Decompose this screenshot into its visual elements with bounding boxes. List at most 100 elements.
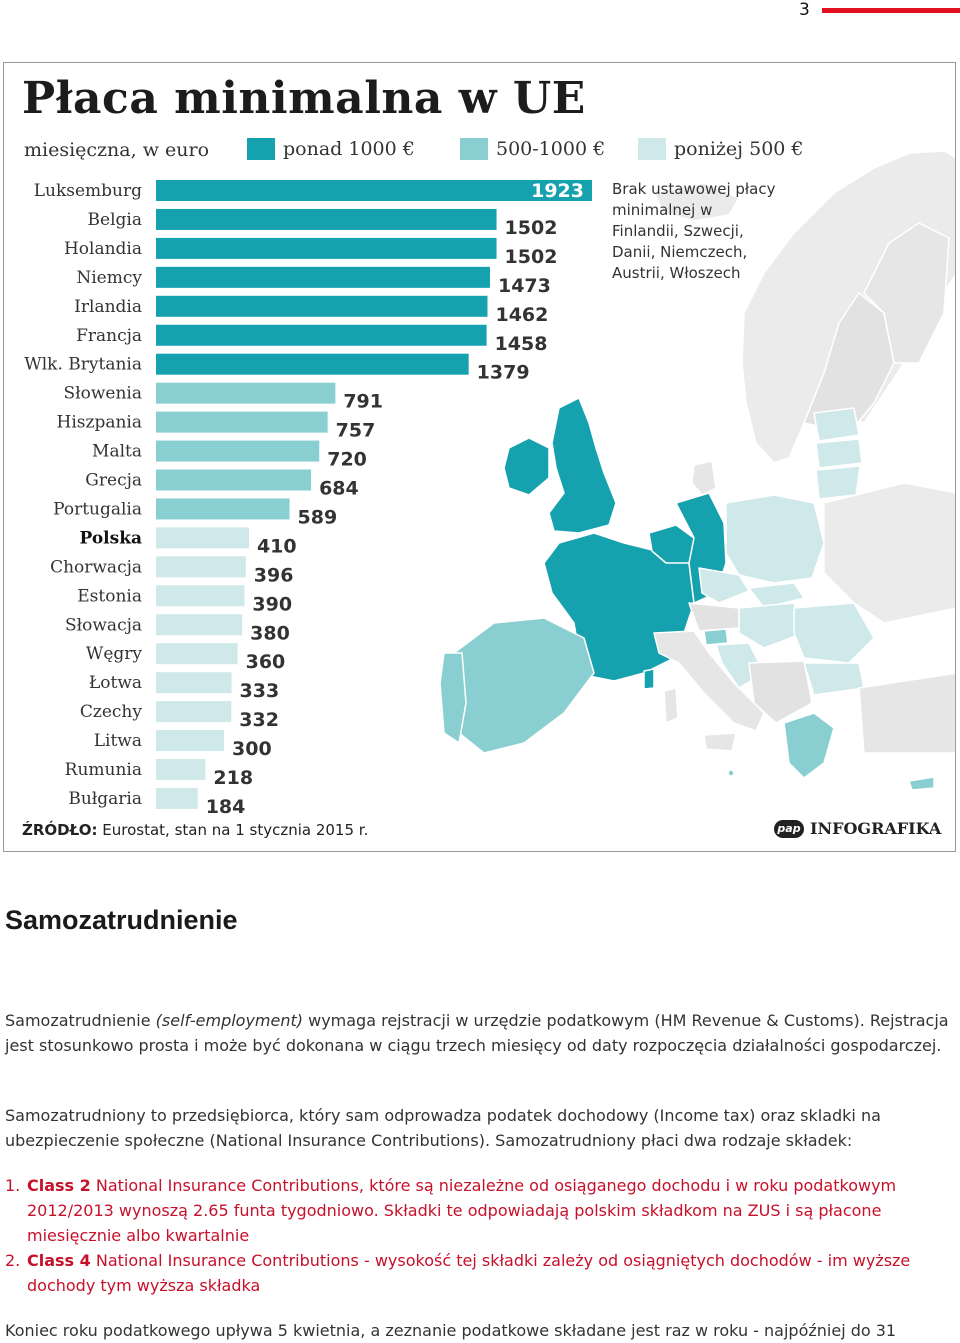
bar-wegry [156, 643, 238, 665]
value-label-bulgaria: 184 [206, 796, 246, 818]
bar-luksemburg [156, 180, 592, 201]
country-label-malta: Malta [92, 442, 142, 462]
country-label-holandia: Holandia [64, 239, 142, 259]
country-label-wegry: Węgry [86, 644, 143, 664]
legend-swatch-low [638, 138, 666, 160]
value-label-grecja: 684 [319, 478, 359, 500]
list-item: 1. Class 2 National Insurance Contributio… [5, 1173, 955, 1248]
legend-item-low: poniżej 500 € [638, 138, 804, 160]
legend-swatch-high [247, 138, 275, 160]
bar-polska [156, 527, 249, 549]
country-label-hiszpania: Hiszpania [57, 413, 142, 433]
section-heading: Samozatrudnienie [5, 905, 238, 935]
country-label-irlandia: Irlandia [74, 297, 142, 317]
legend-item-medium: 500-1000 € [460, 138, 605, 160]
country-label-bulgaria: Bułgaria [68, 789, 142, 809]
country-label-polska: Polska [80, 528, 143, 548]
legend-swatch-medium [460, 138, 488, 160]
source-line: ŹRÓDŁO: Eurostat, stan na 1 stycznia 201… [22, 821, 368, 839]
value-label-chorwacja: 396 [254, 564, 294, 586]
value-label-estonia: 390 [252, 593, 292, 615]
paragraph-registration: Samozatrudnienie (self-employment) wymag… [5, 1008, 955, 1058]
bar-belgia [156, 208, 497, 230]
bar-slowenia [156, 382, 336, 404]
value-label-francja: 1458 [495, 333, 548, 355]
bar-lotwa [156, 672, 232, 694]
paragraph-tax-year-end: Koniec roku podatkowego upływa 5 kwietni… [5, 1321, 897, 1340]
value-label-luksemburg: 1923 [531, 180, 584, 202]
value-label-malta: 720 [327, 449, 367, 471]
infographic-title: Płaca minimalna w UE [22, 73, 586, 124]
infographic-subtitle: miesięczna, w euro [24, 139, 210, 161]
minimum-wage-infographic: Płaca minimalna w UE miesięczna, w euro … [3, 62, 956, 852]
value-label-lotwa: 333 [240, 680, 280, 702]
pap-logo: pap [774, 819, 804, 838]
country-label-niemcy: Niemcy [76, 268, 142, 288]
country-label-chorwacja: Chorwacja [50, 557, 142, 577]
bar-wlk-brytania [156, 353, 469, 375]
header-accent-bar [822, 8, 960, 13]
source-text: Eurostat, stan na 1 stycznia 2015 r. [102, 821, 369, 839]
country-label-rumunia: Rumunia [65, 760, 142, 780]
country-label-luksemburg: Luksemburg [34, 181, 142, 201]
list-item-class: Class 4 [27, 1251, 91, 1270]
legend-label-medium: 500-1000 € [496, 138, 606, 160]
bar-holandia [156, 237, 497, 259]
value-label-holandia: 1502 [505, 246, 558, 268]
no-minimum-wage-note: Brak ustawowej płacy minimalnej w Finlan… [612, 180, 776, 282]
country-label-grecja: Grecja [85, 471, 142, 491]
list-item-number: 1. [5, 1176, 21, 1195]
page-number: 3 [799, 0, 810, 20]
value-label-niemcy: 1473 [498, 275, 551, 297]
bar-litwa [156, 730, 225, 752]
bar-hiszpania [156, 411, 328, 433]
paragraph-registration-rest: wymaga rejstracji w urzędzie podatkowym … [5, 1011, 949, 1055]
paragraph-registration-start: Samozatrudnienie [5, 1011, 156, 1030]
value-label-wegry: 360 [246, 651, 286, 673]
bar-estonia [156, 585, 245, 607]
value-label-polska: 410 [257, 535, 297, 557]
source-label: ŹRÓDŁO: [22, 821, 98, 839]
legend-label-high: ponad 1000 € [283, 138, 415, 160]
country-label-belgia: Belgia [88, 210, 142, 230]
self-employment-term: (self-employment) [155, 1011, 304, 1030]
legend-item-high: ponad 1000 € [247, 138, 415, 160]
value-label-wlk-brytania: 1379 [477, 362, 530, 384]
country-label-slowenia: Słowenia [63, 384, 142, 404]
value-label-belgia: 1502 [505, 217, 558, 239]
list-item-text: National Insurance Contributions, które … [27, 1176, 897, 1245]
brand-text: INFOGRAFIKA [810, 819, 942, 838]
value-label-slowenia: 791 [343, 391, 383, 413]
country-label-lotwa: Łotwa [89, 673, 142, 693]
pap-brand: pap INFOGRAFIKA [774, 819, 941, 838]
value-label-hiszpania: 757 [336, 420, 376, 442]
list-item-class: Class 2 [27, 1176, 91, 1195]
bar-grecja [156, 469, 312, 491]
bar-irlandia [156, 295, 488, 317]
bar-malta [156, 440, 320, 462]
value-label-rumunia: 218 [213, 767, 253, 789]
value-label-portugalia: 589 [298, 506, 338, 528]
contribution-classes-list: 1. Class 2 National Insurance Contributio… [5, 1173, 955, 1298]
country-label-estonia: Estonia [77, 586, 142, 606]
country-label-litwa: Litwa [94, 731, 142, 751]
list-item: 2. Class 4 National Insurance Contributio… [5, 1248, 955, 1298]
bar-francja [156, 324, 487, 346]
country-label-czechy: Czechy [80, 702, 142, 722]
europe-map [439, 150, 955, 791]
bar-portugalia [156, 498, 290, 520]
list-item-text: National Insurance Contributions - wysok… [27, 1251, 911, 1295]
bar-chorwacja [156, 556, 246, 578]
minimum-wage-bar-chart: Luksemburg 1923 Belgia 1502 Holandia 1502 Niem… [24, 180, 592, 818]
legend-label-low: poniżej 500 € [674, 138, 804, 160]
value-label-irlandia: 1462 [495, 304, 548, 326]
bar-rumunia [156, 759, 206, 780]
country-label-francja: Francja [76, 326, 142, 346]
bar-slowacja [156, 614, 243, 636]
country-label-wlk-brytania: Wlk. Brytania [24, 355, 142, 375]
paragraph-self-employed-definition: Samozatrudniony to przedsiębiorca, który… [5, 1106, 881, 1150]
country-label-slowacja: Słowacja [65, 615, 142, 635]
value-label-czechy: 332 [239, 709, 279, 731]
bar-bulgaria [156, 787, 198, 809]
list-item-number: 2. [5, 1251, 21, 1270]
